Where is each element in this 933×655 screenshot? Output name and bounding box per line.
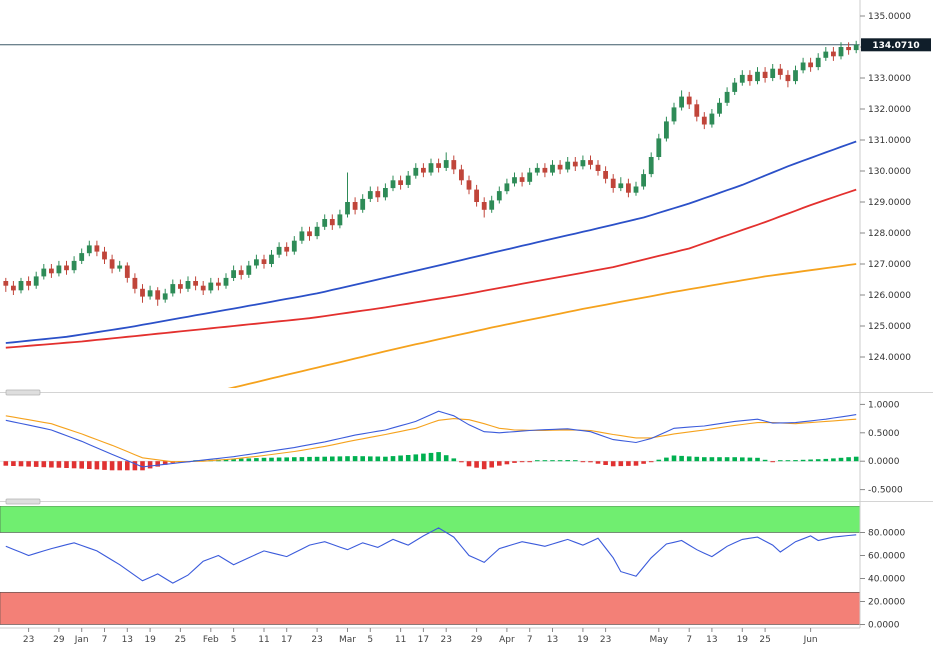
svg-text:29: 29 — [471, 635, 483, 645]
candlesticks — [3, 40, 859, 306]
right-price-axis: 135.0000134.0000133.0000132.0000131.0000… — [0, 0, 911, 631]
macd-signal-line — [5, 415, 857, 463]
svg-text:17: 17 — [418, 635, 429, 645]
svg-text:-0.5000: -0.5000 — [868, 486, 903, 496]
svg-text:126.0000: 126.0000 — [868, 291, 911, 301]
svg-text:Feb: Feb — [203, 635, 219, 645]
svg-text:135.0000: 135.0000 — [868, 12, 911, 22]
overbought-zone — [0, 506, 860, 533]
svg-text:60.0000: 60.0000 — [868, 552, 905, 562]
ma-mid-line — [5, 188, 857, 349]
panel-splitter-1[interactable] — [0, 389, 933, 396]
ma-slow-line — [227, 263, 857, 388]
svg-text:5: 5 — [367, 635, 373, 645]
svg-text:23: 23 — [600, 635, 611, 645]
svg-text:7: 7 — [686, 635, 692, 645]
panel-splitter-2[interactable] — [0, 498, 933, 505]
svg-text:23: 23 — [311, 635, 322, 645]
svg-text:40.0000: 40.0000 — [868, 575, 905, 585]
svg-text:29: 29 — [53, 635, 65, 645]
svg-text:19: 19 — [737, 635, 749, 645]
svg-text:125.0000: 125.0000 — [868, 322, 911, 332]
svg-text:13: 13 — [122, 635, 133, 645]
svg-text:19: 19 — [577, 635, 589, 645]
svg-text:25: 25 — [759, 635, 770, 645]
macd-line — [5, 410, 857, 468]
svg-text:Mar: Mar — [339, 635, 356, 645]
stochastic-panel — [0, 506, 860, 625]
ma-fast-line — [5, 140, 857, 344]
svg-text:5: 5 — [231, 635, 237, 645]
svg-text:11: 11 — [258, 635, 269, 645]
stochastic-line — [5, 527, 857, 584]
svg-text:Jan: Jan — [74, 635, 89, 645]
svg-text:127.0000: 127.0000 — [868, 260, 911, 270]
svg-text:11: 11 — [395, 635, 406, 645]
svg-text:1.0000: 1.0000 — [868, 400, 900, 410]
svg-text:128.0000: 128.0000 — [868, 229, 911, 239]
svg-text:0.0000: 0.0000 — [868, 457, 900, 467]
svg-text:133.0000: 133.0000 — [868, 74, 911, 84]
price-panel — [0, 40, 860, 388]
svg-text:13: 13 — [706, 635, 717, 645]
svg-text:23: 23 — [23, 635, 34, 645]
svg-text:25: 25 — [175, 635, 186, 645]
oversold-zone — [0, 591, 860, 625]
svg-text:132.0000: 132.0000 — [868, 105, 911, 115]
svg-text:Apr: Apr — [499, 635, 515, 645]
svg-text:124.0000: 124.0000 — [868, 353, 911, 363]
splitter-grip-icon[interactable] — [5, 389, 41, 396]
svg-text:131.0000: 131.0000 — [868, 136, 911, 146]
svg-text:Jun: Jun — [803, 635, 818, 645]
svg-text:20.0000: 20.0000 — [868, 598, 905, 608]
svg-text:0.0000: 0.0000 — [868, 621, 900, 631]
svg-text:23: 23 — [440, 635, 451, 645]
svg-text:7: 7 — [102, 635, 108, 645]
macd-histogram — [3, 452, 859, 471]
bottom-time-axis: 23 29 Jan 7 13 19 25 Feb 5 11 17 23 Mar 5 11 17 23 29 Apr 7… — [23, 628, 818, 645]
svg-text:80.0000: 80.0000 — [868, 529, 905, 539]
svg-text:May: May — [649, 635, 668, 645]
last-price-badge: 134.0710 — [861, 38, 931, 52]
svg-text:17: 17 — [281, 635, 292, 645]
svg-text:130.0000: 130.0000 — [868, 167, 911, 177]
svg-text:0.5000: 0.5000 — [868, 429, 900, 439]
svg-text:134.0710: 134.0710 — [872, 41, 919, 51]
svg-text:13: 13 — [547, 635, 558, 645]
macd-panel — [0, 410, 860, 471]
svg-text:19: 19 — [144, 635, 156, 645]
splitter-grip-icon[interactable] — [5, 498, 41, 505]
svg-text:7: 7 — [527, 635, 533, 645]
svg-text:129.0000: 129.0000 — [868, 198, 911, 208]
